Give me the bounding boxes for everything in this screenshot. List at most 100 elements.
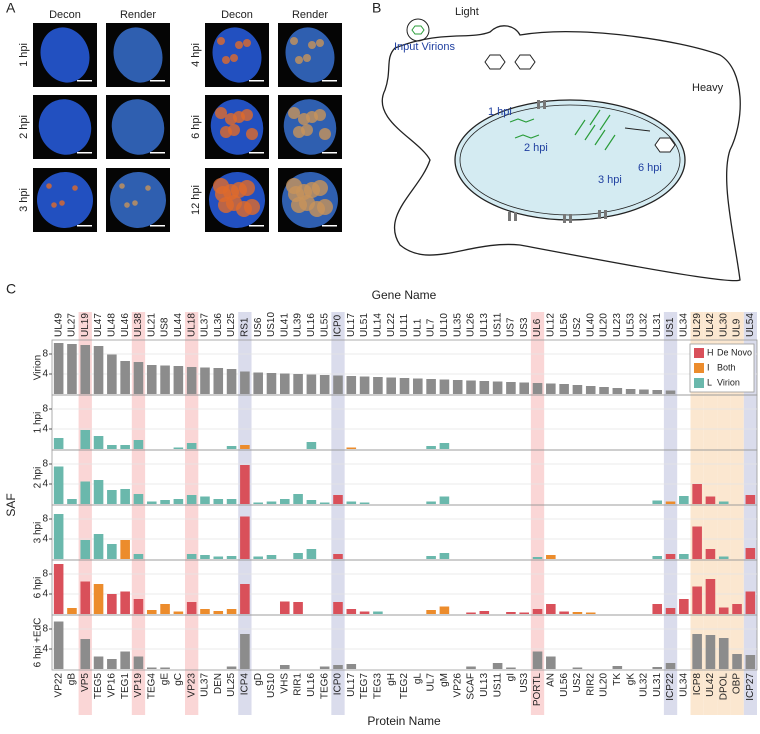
bar	[120, 651, 130, 669]
y-tick-label: 4	[42, 534, 48, 545]
signal	[303, 54, 311, 62]
x-tick-label: VP23	[186, 673, 197, 698]
bar	[572, 612, 583, 614]
bar	[53, 514, 64, 559]
bar	[506, 382, 516, 394]
bar	[479, 381, 490, 394]
column-highlight	[78, 312, 92, 715]
signal	[308, 41, 316, 49]
bar	[293, 494, 303, 504]
bar	[279, 601, 290, 614]
gene-label: UL14	[373, 313, 384, 337]
bar	[306, 442, 317, 449]
bar	[53, 564, 64, 614]
gene-label: UL34	[678, 313, 689, 337]
gene-label: UL42	[705, 313, 716, 337]
signal	[222, 56, 230, 64]
bar	[519, 612, 530, 614]
bar	[200, 367, 210, 394]
micrographs	[33, 23, 342, 232]
gene-label: US7	[506, 317, 517, 337]
bar	[186, 602, 197, 614]
bar	[665, 663, 676, 669]
bar	[120, 361, 130, 394]
x-tick-label: gE	[160, 673, 171, 686]
bar	[213, 368, 224, 394]
gene-label: US10	[266, 312, 277, 337]
bar	[93, 534, 104, 559]
gene-label: UL13	[479, 313, 490, 337]
row-label: 12 hpi	[190, 185, 202, 215]
column-highlight	[717, 312, 731, 715]
scale-bar	[322, 225, 337, 227]
bar	[213, 499, 224, 504]
bar	[253, 372, 263, 394]
x-tick-label: UL7	[426, 673, 437, 692]
scale-bar	[249, 80, 264, 82]
signal	[124, 202, 130, 208]
bar	[492, 381, 503, 394]
bar	[133, 362, 144, 394]
bar	[426, 379, 436, 394]
bar	[93, 656, 104, 669]
y-tick-label: 8	[42, 459, 48, 470]
x-tick-label: AN	[545, 673, 556, 687]
bar	[306, 549, 317, 559]
scale-bar	[77, 152, 92, 154]
bar	[240, 371, 250, 394]
panel-label: B	[372, 0, 381, 16]
bar	[53, 343, 64, 394]
bar	[107, 594, 117, 614]
scale-bar	[322, 152, 337, 154]
signal	[235, 41, 243, 49]
bar	[625, 389, 636, 394]
gene-label: UL6	[532, 318, 543, 337]
scale-bar	[249, 152, 264, 154]
bar	[532, 651, 543, 669]
gene-label: UL20	[599, 313, 610, 337]
bar	[200, 555, 210, 559]
x-tick-label: UL42	[705, 673, 716, 697]
bar	[333, 375, 343, 394]
bar	[173, 611, 184, 614]
bar	[306, 500, 317, 504]
bar	[213, 556, 224, 559]
bar	[652, 390, 663, 394]
column-highlight	[238, 312, 252, 715]
signal	[298, 113, 310, 125]
row-frame	[51, 559, 758, 616]
bar	[745, 548, 756, 559]
bar	[532, 557, 543, 559]
gene-label: UL23	[612, 313, 623, 337]
x-tick-label: gC	[173, 673, 184, 686]
x-tick-label: US3	[519, 673, 530, 693]
gene-label: UL27	[67, 313, 78, 337]
bar	[240, 516, 250, 559]
row-label: 2 hpi	[33, 467, 44, 489]
bar	[639, 389, 649, 394]
bar	[665, 390, 676, 394]
bar	[439, 379, 450, 394]
bar	[253, 556, 263, 559]
x-tick-label: gI	[506, 673, 517, 681]
gene-label: US6	[253, 317, 264, 337]
signal	[236, 201, 252, 217]
bar	[279, 373, 290, 394]
bar	[293, 602, 303, 614]
stage-label: 3 hpi	[598, 174, 622, 186]
bar	[652, 500, 663, 504]
gene-label: UL25	[226, 313, 237, 337]
gene-label: UL48	[106, 313, 117, 337]
bar	[173, 366, 184, 394]
gene-label: UL32	[639, 313, 650, 337]
bar	[67, 344, 77, 394]
bar	[439, 606, 450, 614]
x-tick-label: TEG2	[399, 673, 410, 700]
column-highlight	[703, 312, 718, 715]
signal	[132, 200, 138, 206]
gene-label: UL39	[293, 313, 304, 337]
bar	[240, 445, 250, 449]
bar	[346, 447, 357, 449]
scale-bar	[77, 225, 92, 227]
bar	[226, 369, 237, 394]
